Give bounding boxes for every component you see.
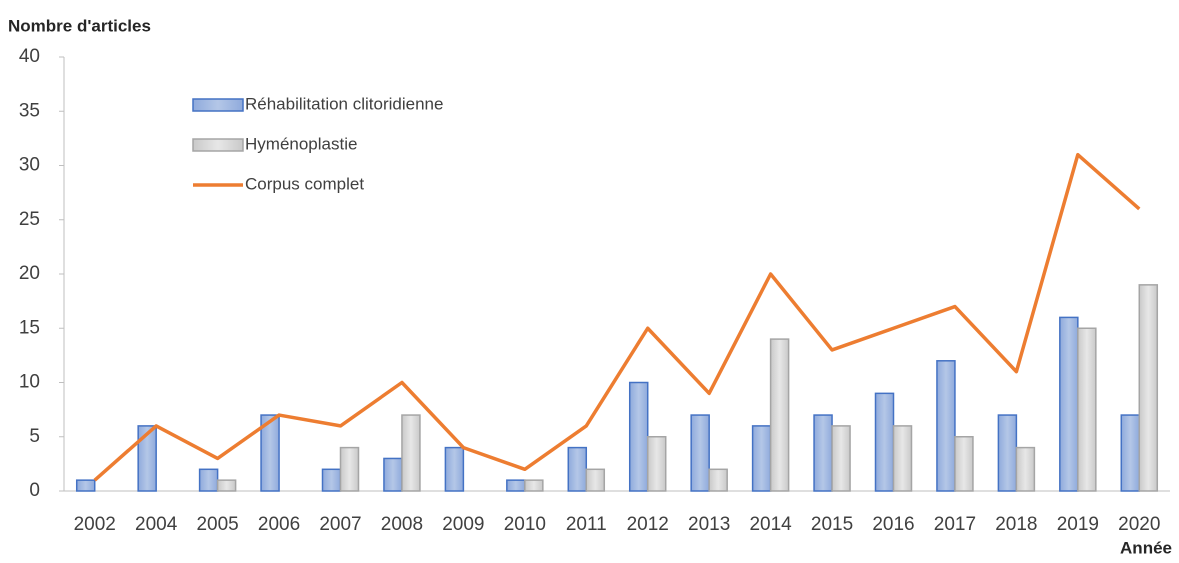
x-tick-label: 2016 <box>872 514 914 535</box>
x-tick-label: 2019 <box>1057 514 1099 535</box>
bar <box>954 436 974 492</box>
x-tick-label: 2006 <box>258 514 300 535</box>
bar <box>874 392 895 492</box>
bar <box>813 414 833 492</box>
x-tick-label: 2017 <box>934 514 976 535</box>
bar <box>506 479 526 492</box>
bar <box>444 446 465 492</box>
bar <box>585 468 606 492</box>
bar <box>401 414 421 492</box>
y-tick-label: 15 <box>19 317 40 338</box>
x-tick-label: 2020 <box>1118 514 1160 535</box>
bar <box>1077 327 1097 492</box>
y-tick-label: 40 <box>19 46 40 67</box>
y-tick-label: 10 <box>19 372 40 393</box>
x-tick-label: 2018 <box>995 514 1037 535</box>
x-tick-label: 2002 <box>74 514 116 535</box>
bar <box>831 425 851 492</box>
bar <box>628 381 649 492</box>
x-tick-label: 2010 <box>504 514 546 535</box>
bar <box>690 414 710 492</box>
y-tick-label: 25 <box>19 209 40 230</box>
legend-swatch <box>192 138 244 152</box>
bar <box>321 468 342 492</box>
x-tick-label: 2005 <box>196 514 238 535</box>
bar <box>137 425 157 492</box>
bar <box>936 360 956 492</box>
bar <box>567 446 588 492</box>
x-tick-label: 2011 <box>566 514 607 535</box>
bar <box>1015 446 1036 492</box>
bar <box>383 457 403 492</box>
bar <box>216 479 237 492</box>
line <box>93 152 1141 482</box>
x-tick-label: 2004 <box>135 514 178 535</box>
y-tick-label: 30 <box>19 155 40 176</box>
legend-label: Réhabilitation clitoridienne <box>245 94 443 113</box>
bar <box>198 468 219 492</box>
bar <box>892 425 913 492</box>
bar <box>339 446 360 492</box>
legend-swatch <box>192 98 244 112</box>
y-tick-label: 20 <box>19 263 40 284</box>
y-tick-label: 0 <box>29 480 40 501</box>
x-axis-title: Année <box>1120 538 1172 557</box>
y-tick-label: 35 <box>19 100 40 121</box>
bar <box>1138 284 1159 492</box>
bar <box>524 479 544 492</box>
bar <box>646 436 667 492</box>
bar <box>75 479 96 492</box>
bar <box>260 414 280 492</box>
x-tick-label: 2015 <box>811 514 853 535</box>
x-tick-label: 2009 <box>442 514 484 535</box>
bar <box>997 414 1018 492</box>
bar <box>1120 414 1141 492</box>
y-axis-title: Nombre d'articles <box>8 16 151 35</box>
x-tick-label: 2014 <box>749 514 792 535</box>
x-tick-label: 2007 <box>319 514 361 535</box>
x-tick-label: 2013 <box>688 514 730 535</box>
y-tick-label: 5 <box>29 426 40 447</box>
legend-label: Corpus complet <box>245 174 364 193</box>
legend-label: Hyménoplastie <box>245 134 357 153</box>
bar <box>751 425 772 492</box>
bar <box>708 468 728 492</box>
x-tick-label: 2012 <box>627 514 669 535</box>
bar <box>1059 316 1079 492</box>
x-tick-label: 2008 <box>381 514 423 535</box>
bar <box>769 338 790 492</box>
